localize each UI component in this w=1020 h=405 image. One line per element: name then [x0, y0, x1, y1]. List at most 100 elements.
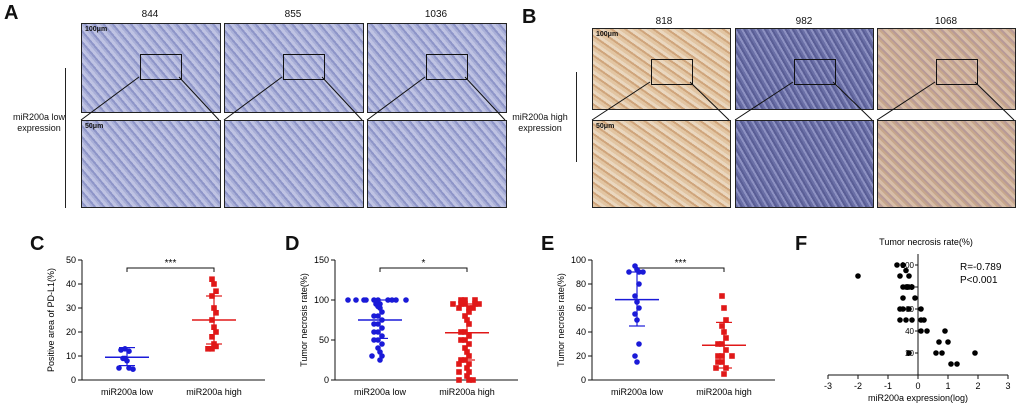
data-point [936, 339, 942, 345]
data-point-low [636, 281, 642, 287]
data-point-high [721, 371, 727, 377]
data-point-high [466, 341, 472, 347]
data-point [954, 361, 960, 367]
zoom-line [464, 76, 506, 121]
panel-letter-a: A [4, 2, 19, 24]
zoom-line [689, 81, 730, 121]
data-point [894, 262, 900, 268]
panel-b-tile-bottom-1: 50μm [592, 120, 731, 208]
data-point-high [719, 293, 725, 299]
correlation-r: R=-0.789 [960, 262, 1002, 273]
y-tick-label: 20 [66, 327, 76, 337]
data-point [900, 306, 906, 312]
data-point-high [450, 301, 456, 307]
y-tick-label: 80 [576, 279, 586, 289]
x-tick-label: -3 [824, 381, 832, 391]
y-tick-label: 30 [66, 303, 76, 313]
data-point-low [120, 355, 126, 362]
y-tick-label: 40 [905, 327, 914, 336]
data-point-high [462, 345, 468, 351]
y-tick-label: 40 [576, 327, 586, 337]
x-category-label: miR200a low [101, 387, 154, 397]
data-point-low [353, 297, 359, 303]
panel-a-col-label-1: 844 [141, 9, 159, 20]
panel-b-row-label-line1: miR200a high [512, 112, 568, 122]
data-point-high [723, 317, 729, 323]
panel-a-row-bracket [65, 68, 66, 208]
data-point-high [209, 346, 215, 352]
x-category-label: miR200a high [696, 387, 752, 397]
data-point [921, 317, 927, 323]
zoom-line [832, 81, 873, 121]
data-point-low [375, 313, 381, 319]
data-point [906, 350, 912, 356]
data-point [924, 328, 930, 334]
panel-a-tile-top-1: 100μm [81, 23, 221, 113]
data-point-high [715, 359, 721, 365]
data-point-high [470, 305, 476, 311]
data-point [903, 267, 909, 274]
y-axis-label: Tumor necrosis rate(%) [556, 273, 566, 367]
panel-a-row-label-line1: miR200a low [12, 112, 66, 122]
data-point [972, 350, 978, 356]
scale-bar-label: 100μm [596, 31, 619, 38]
x-tick-label: -1 [884, 381, 892, 391]
x-category-label: miR200a high [439, 387, 495, 397]
zoom-line [178, 76, 220, 121]
data-point-low [636, 305, 642, 311]
data-point-low [632, 311, 638, 317]
data-point [933, 350, 939, 356]
data-point-high [462, 313, 468, 319]
y-axis-label: Positive area of PD-L1(%) [46, 268, 56, 372]
data-point-high [476, 301, 482, 307]
data-point-high [209, 334, 215, 340]
panel-letter-e: E [541, 233, 555, 255]
data-point-high [462, 297, 468, 303]
panel-b-tile-top-1: 100μm [592, 28, 731, 110]
data-point-high [719, 359, 725, 365]
data-point-high [466, 369, 472, 375]
panel-b-col-label-1: 818 [655, 16, 673, 27]
zoom-box [140, 54, 182, 80]
data-point-high [464, 365, 470, 371]
data-point-low [345, 297, 351, 303]
data-point [903, 317, 909, 323]
zoom-line [80, 76, 140, 121]
data-point-high [462, 337, 468, 343]
data-point [909, 317, 915, 323]
panel-a-col-label-3: 1036 [424, 9, 448, 20]
chart-f-title: Tumor necrosis rate(%) [879, 237, 973, 247]
data-point-low [379, 309, 385, 315]
data-point-high [205, 346, 211, 352]
zoom-box [426, 54, 468, 80]
data-point-high [466, 321, 472, 327]
data-point-low [369, 353, 375, 359]
data-point-high [456, 305, 462, 311]
panel-b-tile-top-2 [735, 28, 874, 110]
panel-b-col-label-2: 982 [795, 16, 813, 27]
data-point-low [634, 359, 640, 365]
zoom-box [794, 59, 836, 85]
data-point-high [213, 288, 219, 294]
data-point [945, 339, 951, 345]
panel-letter-c: C [30, 233, 45, 255]
panel-a-tile-top-2 [224, 23, 364, 113]
data-point-low [393, 297, 399, 303]
zoom-line [591, 81, 651, 121]
data-point-high [213, 343, 219, 350]
chart-f-correlation: -3-2-1012320406080100Tumor necrosis rate… [824, 237, 1011, 403]
data-point-high [470, 377, 476, 383]
y-tick-label: 100 [901, 261, 915, 270]
scale-bar-label: 50μm [85, 123, 104, 130]
y-axis-label: Tumor necrosis rate(%) [299, 273, 309, 367]
data-point [855, 273, 861, 279]
x-tick-label: -2 [854, 381, 862, 391]
data-point-low [371, 321, 377, 327]
x-tick-label: 2 [975, 381, 980, 391]
data-point-high [719, 323, 725, 329]
zoom-box [936, 59, 978, 85]
data-point [906, 306, 912, 312]
x-category-label: miR200a high [186, 387, 242, 397]
significance-label: *** [165, 258, 177, 269]
